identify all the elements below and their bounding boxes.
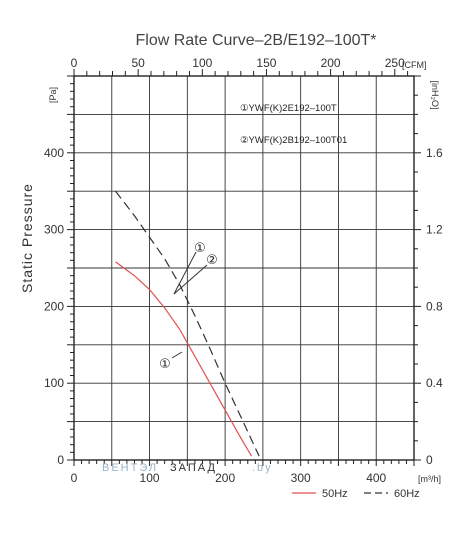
grid [74,76,414,460]
watermark: ВЕНТЭЛ ЗАПАД .by [102,462,273,474]
legend-label-50hz: 50Hz [322,488,348,500]
x2-tick-label: 0 [71,56,78,70]
series-line-50hz [115,261,253,457]
y-tick-label: 400 [44,146,64,160]
watermark-text-a: ВЕНТЭЛ [102,462,158,474]
y-tick-label: 100 [44,376,64,390]
y2-tick-label: 0.8 [426,299,443,313]
series-line-60hz [115,190,260,457]
x-tick-label: 400 [366,471,386,485]
x-unit-label: [m³/h] [418,474,441,484]
y2-tick-label: 0.4 [426,376,443,390]
callout-leader-a [173,251,197,295]
axis-ticks: 0 100 200 300 400 0 50 100 150 200 250 0 100 200 300 40… [44,56,443,485]
watermark-text-c: .by [252,462,273,474]
legend: 50Hz 60Hz [292,488,420,500]
x-tick-label: 300 [291,471,311,485]
x2-tick-label: 200 [321,56,341,70]
callout-a-label: ① [194,240,206,255]
y2-unit-label: [inH₂O] [430,81,440,110]
x-tick-label: 100 [140,471,160,485]
y-axis-title: Static Pressure [19,183,35,293]
y2-tick-label: 0 [426,453,433,467]
y-unit-label: [Pa] [48,87,58,103]
callout-leader-b [173,264,208,295]
callout-b-label: ② [206,252,218,267]
model-label-2: ②YWF(K)2B192–100T01 [240,135,347,146]
watermark-text-b: ЗАПАД [170,462,217,474]
x2-tick-label: 100 [192,56,212,70]
callout-leader-c [171,351,183,359]
x2-tick-label: 150 [256,56,276,70]
series [115,190,260,457]
y2-tick-label: 1.6 [426,146,443,160]
x2-tick-label: 50 [131,56,145,70]
x-tick-label: 200 [215,471,235,485]
y-tick-label: 300 [44,223,64,237]
model-label-1: ①YWF(K)2E192–100T [240,103,337,114]
x2-unit-label: [CFM] [402,60,427,70]
x2-tick-label: 250 [385,56,405,70]
callout-c-label: ① [159,356,171,371]
legend-label-60hz: 60Hz [394,488,420,500]
y-tick-label: 0 [57,453,64,467]
chart-title: Flow Rate Curve–2B/E192–100T* [135,32,376,49]
y-tick-label: 200 [44,299,64,313]
curve-callouts: ① ② ① [159,240,218,371]
x-tick-label: 0 [71,471,78,485]
y2-tick-label: 1.2 [426,223,443,237]
